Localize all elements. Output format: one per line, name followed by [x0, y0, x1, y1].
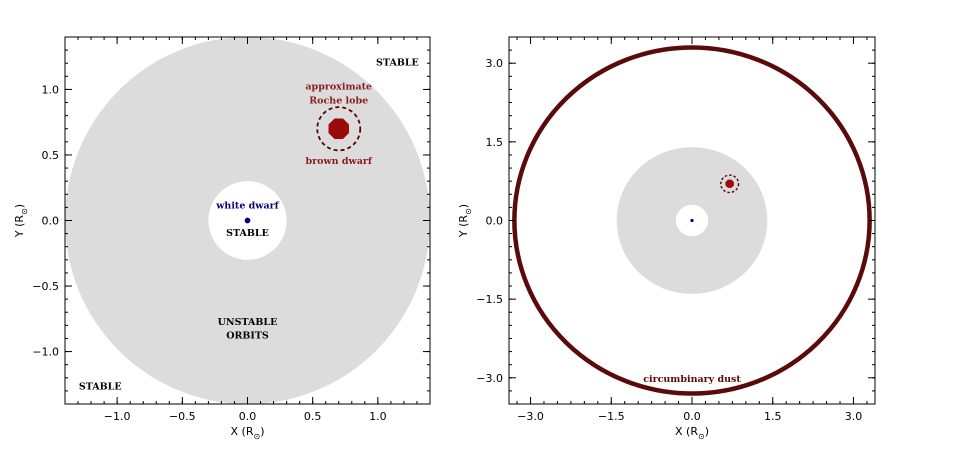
- y-axis-label-close: ): [13, 204, 26, 208]
- plot-area: [512, 45, 872, 396]
- annotation-label: STABLE: [376, 58, 419, 69]
- plot-area: [65, 37, 430, 404]
- annotation-label: STABLE: [226, 228, 269, 239]
- left-panel-roche-geometry: STABLE approximate Roche lobe brown dwarf wh…: [13, 36, 431, 441]
- x-tick-label: 1.5: [764, 410, 782, 423]
- roche-lobe-circle: [720, 174, 740, 194]
- sun-symbol: ⊙: [20, 208, 29, 215]
- annotation-label: UNSTABLE: [218, 317, 278, 328]
- sun-symbol: ⊙: [698, 432, 705, 441]
- sun-symbol: ⊙: [464, 208, 473, 215]
- y-tick-label: −1.5: [476, 293, 503, 306]
- x-tick-label: −0.5: [169, 410, 196, 423]
- annotation-label: STABLE: [79, 381, 122, 392]
- y-axis-label: Y (R⊙): [457, 204, 473, 238]
- tick-marks: [509, 36, 875, 405]
- roche-lobe-circle: [316, 106, 362, 152]
- annotation-label: circumbinary dust: [643, 374, 741, 385]
- y-axis-label-close: ): [457, 204, 470, 208]
- annotation-label: ORBITS: [226, 330, 269, 341]
- y-tick-label: −3.0: [476, 372, 503, 385]
- x-tick-label: −3.0: [517, 410, 544, 423]
- x-tick-label: 3.0: [845, 410, 863, 423]
- tick-marks: [65, 36, 431, 404]
- y-tick-label: −1.0: [32, 346, 59, 359]
- annotation-label: brown dwarf: [306, 156, 373, 167]
- x-axis-label-text: X (R: [231, 425, 254, 438]
- x-axis-label: X (R⊙): [675, 425, 709, 441]
- y-axis-label-text: Y (R: [457, 215, 470, 239]
- x-tick-label: 0.0: [683, 410, 701, 423]
- brown-dwarf-marker: [725, 179, 734, 188]
- y-tick-label: 1.5: [486, 136, 504, 149]
- white-dwarf-marker: [244, 217, 251, 224]
- x-axis-label-close: ): [260, 425, 264, 438]
- y-tick-label: 1.0: [42, 83, 60, 96]
- annotation-label: white dwarf: [215, 201, 279, 212]
- brown-dwarf-marker: [328, 118, 349, 140]
- x-axis-label-text: X (R: [675, 425, 698, 438]
- right-panel-circumbinary-dust: circumbinary dust −3.0 −1.5 0.0 1.5 3.0 −3.0 −1…: [457, 36, 876, 441]
- x-tick-label: 0.5: [304, 410, 322, 423]
- y-tick-label: −0.5: [32, 280, 59, 293]
- y-axis-label-text: Y (R: [13, 215, 26, 239]
- y-tick-label: 3.0: [486, 57, 504, 70]
- x-tick-label: −1.0: [104, 410, 131, 423]
- x-axis-label-close: ): [705, 425, 709, 438]
- x-tick-label: 0.0: [239, 410, 257, 423]
- y-tick-label: 0.0: [42, 215, 60, 228]
- y-axis-label: Y (R⊙): [13, 204, 29, 238]
- annotation-label: Roche lobe: [309, 96, 368, 107]
- x-tick-label: −1.5: [598, 410, 625, 423]
- white-dwarf-marker: [690, 218, 694, 223]
- y-tick-label: 0.5: [42, 149, 60, 162]
- y-tick-label: 0.0: [486, 215, 504, 228]
- annotation-label: approximate: [305, 81, 372, 92]
- x-tick-label: 1.0: [369, 410, 387, 423]
- sun-symbol: ⊙: [253, 432, 260, 441]
- x-axis-label: X (R⊙): [231, 425, 265, 441]
